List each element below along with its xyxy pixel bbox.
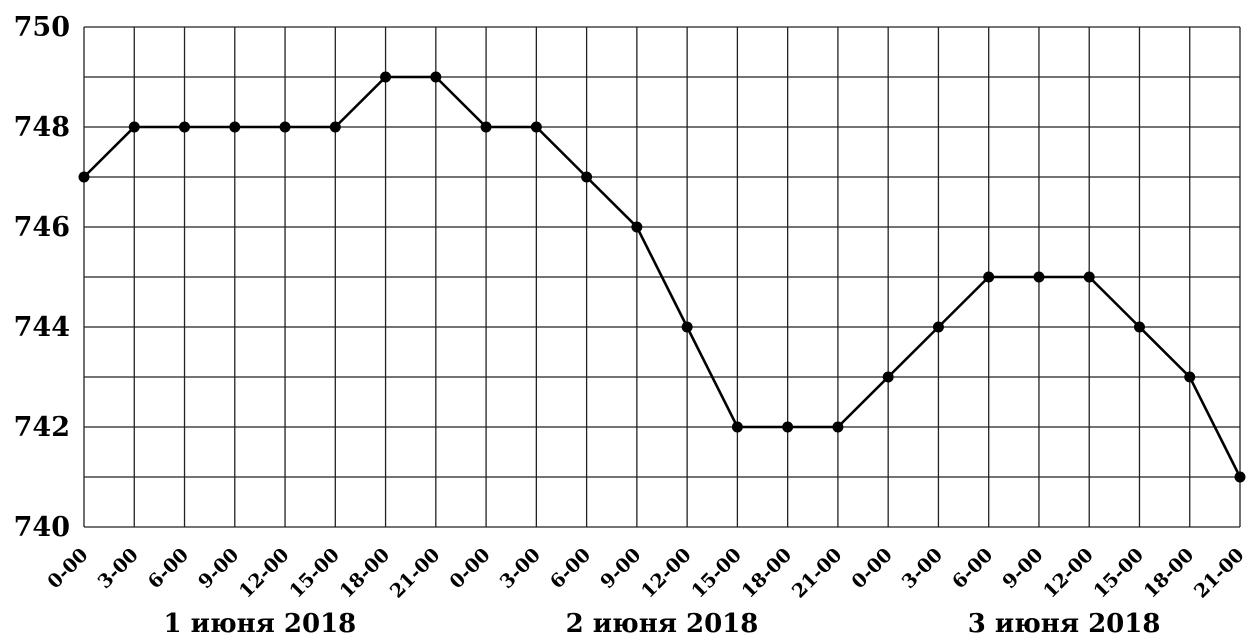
- series-group: [78, 71, 1246, 483]
- x-tick-label: 6-00: [546, 544, 595, 593]
- data-point: [832, 421, 844, 433]
- day-label: 1 июня 2018: [164, 609, 357, 639]
- x-tick-label: 18-00: [336, 544, 395, 603]
- data-point: [380, 71, 392, 83]
- day-label: 2 июня 2018: [566, 609, 759, 639]
- data-point: [1133, 321, 1145, 333]
- x-tick-label: 0-00: [445, 544, 494, 593]
- data-point: [229, 121, 241, 133]
- data-point: [1033, 271, 1045, 283]
- x-tick-label: 0-00: [848, 544, 897, 593]
- day-labels: 1 июня 2018 2 июня 2018 3 июня 2018: [164, 609, 1161, 639]
- y-tick-label: 750: [14, 12, 70, 43]
- x-tick-label: 21-00: [386, 544, 445, 603]
- data-point: [581, 171, 593, 183]
- data-point: [681, 321, 693, 333]
- x-tick-label: 15-00: [285, 544, 344, 603]
- x-tick-label: 3-00: [898, 544, 947, 593]
- x-tick-label: 12-00: [235, 544, 294, 603]
- data-point: [329, 121, 341, 133]
- y-tick-label: 746: [14, 212, 70, 243]
- x-tick-label: 3-00: [94, 544, 143, 593]
- x-tick-label: 15-00: [1089, 544, 1148, 603]
- data-point: [430, 71, 442, 83]
- x-tick-label: 12-00: [637, 544, 696, 603]
- data-point: [179, 121, 191, 133]
- x-tick-label: 0-00: [43, 544, 92, 593]
- data-point: [480, 121, 492, 133]
- data-point: [1184, 371, 1196, 383]
- data-point: [983, 271, 995, 283]
- series-line: [83, 75, 1242, 478]
- day-label: 3 июня 2018: [968, 609, 1161, 639]
- data-point: [882, 371, 894, 383]
- chart-grid: [83, 26, 1241, 528]
- x-tick-label: 18-00: [738, 544, 797, 603]
- data-point: [932, 321, 944, 333]
- x-tick-label: 21-00: [1190, 544, 1247, 603]
- y-tick-label: 748: [14, 112, 70, 143]
- data-point: [128, 121, 140, 133]
- data-point: [1234, 471, 1246, 483]
- x-tick-label: 12-00: [1039, 544, 1098, 603]
- x-tick-label: 6-00: [948, 544, 997, 593]
- y-axis-ticks: 740 742 744 746 748 750: [14, 12, 70, 543]
- data-point: [1083, 271, 1095, 283]
- data-point: [631, 221, 643, 233]
- x-tick-label: 18-00: [1140, 544, 1199, 603]
- y-tick-label: 742: [14, 412, 70, 443]
- y-tick-label: 740: [14, 512, 70, 543]
- y-tick-label: 744: [14, 312, 70, 343]
- data-point: [78, 171, 90, 183]
- data-point: [731, 421, 743, 433]
- x-tick-label: 3-00: [496, 544, 545, 593]
- data-point: [530, 121, 542, 133]
- x-tick-label: 21-00: [788, 544, 847, 603]
- x-tick-label: 6-00: [144, 544, 193, 593]
- x-tick-label: 15-00: [687, 544, 746, 603]
- data-point: [782, 421, 794, 433]
- data-point: [279, 121, 291, 133]
